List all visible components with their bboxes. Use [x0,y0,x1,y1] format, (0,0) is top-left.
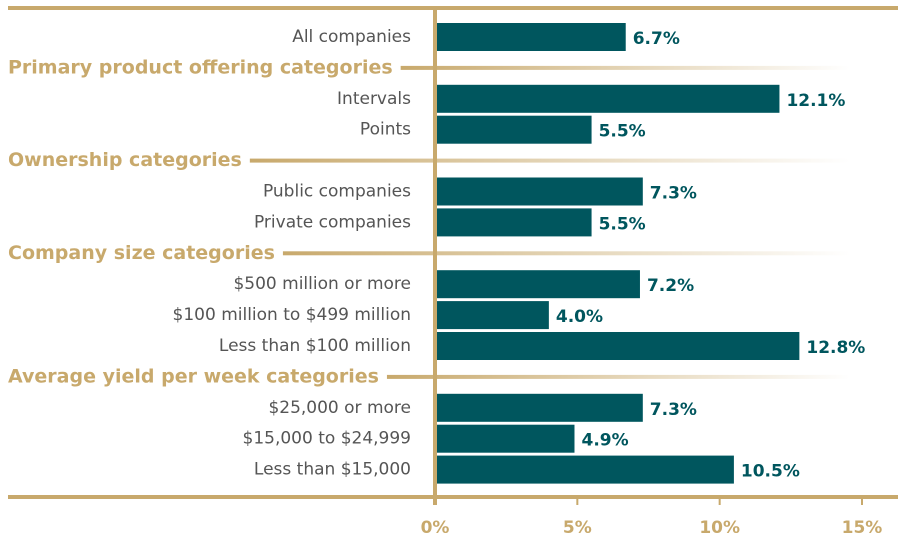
section-header: Primary product offering categories [8,56,393,78]
bar [435,455,734,484]
bar [435,270,640,299]
x-tick-label: 0% [421,518,450,538]
section-header: Company size categories [8,242,275,264]
bar [435,177,643,206]
value-label: 4.9% [581,431,628,451]
section-rule [282,251,850,256]
category-label: Less than $15,000 [254,460,411,480]
value-label: 7.2% [647,276,694,296]
value-label: 5.5% [599,214,646,234]
category-label: $100 million to $499 million [173,305,411,325]
category-label: Private companies [254,212,411,232]
bar [435,115,592,144]
bar [435,393,643,422]
value-label: 10.5% [741,462,800,482]
x-tick-label: 5% [563,518,592,538]
section-header: Ownership categories [8,149,242,171]
category-label: Points [360,120,411,140]
x-tick-label: 10% [699,518,740,538]
category-label: $500 million or more [233,274,411,294]
value-label: 5.5% [599,122,646,142]
x-tick-label: 15% [842,518,883,538]
category-label: Less than $100 million [219,336,411,356]
category-label: Public companies [263,182,411,202]
category-label: All companies [292,27,411,47]
category-label: $25,000 or more [268,398,411,418]
section-header: Average yield per week categories [8,365,379,387]
value-label: 12.1% [786,91,845,111]
bar [435,208,592,237]
value-label: 4.0% [556,307,603,327]
category-label: $15,000 to $24,999 [243,429,411,449]
bar [435,301,549,330]
value-label: 7.3% [650,184,697,204]
value-label: 6.7% [633,29,680,49]
bar [435,23,626,51]
category-label: Intervals [337,89,411,109]
value-label: 7.3% [650,400,697,420]
section-rule [386,374,850,379]
bar [435,84,780,113]
section-rule [249,158,850,163]
section-rule [400,65,850,70]
bar [435,332,800,360]
bar [435,424,575,453]
value-label: 12.8% [806,338,865,358]
